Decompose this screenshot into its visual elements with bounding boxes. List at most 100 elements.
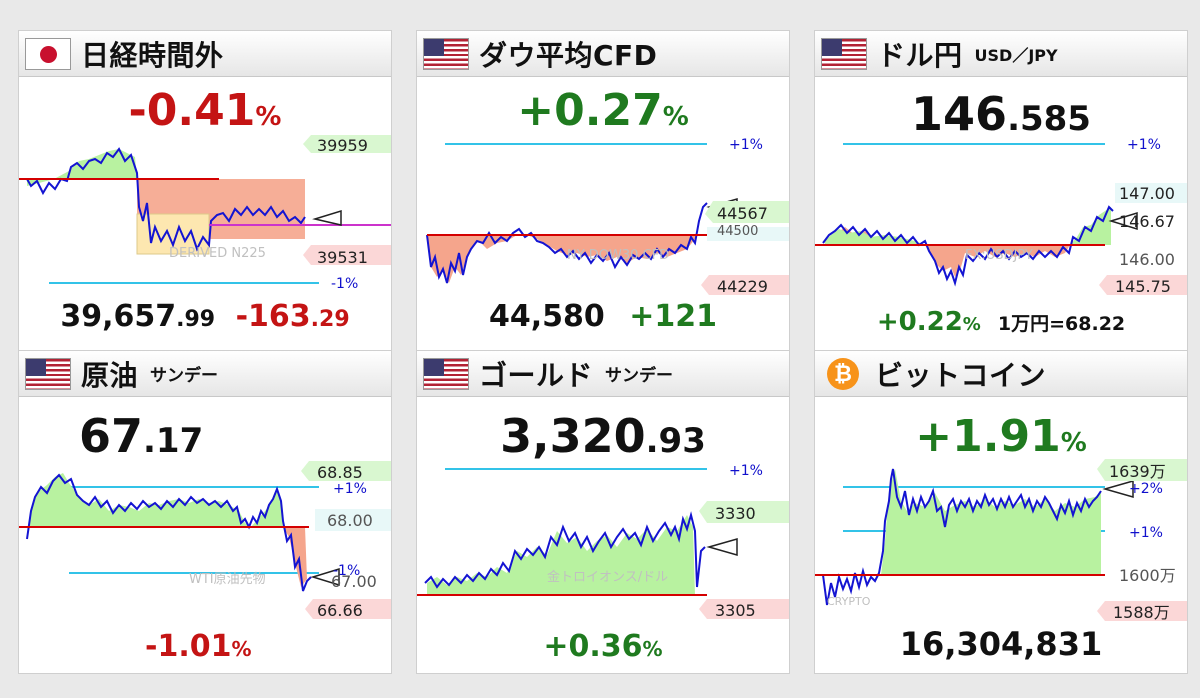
panel-title: ゴールド [479,358,594,392]
panel-gold[interactable]: ゴールド サンデー 3,320.93 +1% 3330 3305 金トロイオンス… [416,350,790,674]
area-up [881,469,1101,575]
change-percent: -1.01% [145,629,252,664]
top-label-bg [699,501,789,523]
chart-usdjpy: +1% 147.00 146.67 146.00 145.75 FX:USDJP… [815,137,1187,296]
mid-label-bg [315,509,391,531]
price: 3,320.93 [500,409,706,463]
price-line [26,473,312,592]
price-line [426,202,708,284]
top-label-bg [301,461,391,481]
chart-dow: +1% 44500 44567 44229 NY DOW30 CFD [426,137,789,296]
area-up-right [1070,207,1111,245]
change-percent: +0.27% [517,85,689,136]
price-row: 44,580 +121 [489,299,717,334]
watermark: FX:USDJPY [965,248,1033,263]
price-row: +0.22% 1万円=68.22 [876,307,1126,337]
us-flag-icon [423,37,469,70]
label-147: 147.00 [1119,184,1175,203]
area-up-2 [251,489,283,527]
panel-oil[interactable]: 原油 サンデー 67.17 68.85 +1% 68.00 -1% 67.00 … [18,350,392,674]
change-percent: +1.91% [915,411,1087,462]
label-bottom: 3305 [715,601,756,620]
watermark: NY DOW30 CFD [567,248,669,263]
label-146: 146.00 [1119,250,1175,269]
current-marker-icon [1102,480,1134,498]
change-percent: +0.36% [543,629,663,664]
price: 146.585 [911,87,1091,141]
panel-title: 原油 [81,358,139,392]
top-label-bg [705,201,789,223]
chart-btc: 1639万 +2% +1% 1600万 1588万 CRYPTO [815,459,1187,622]
area-up [29,473,251,527]
panel-title: 日経時間外 [81,38,224,72]
label-under: 67.00 [331,572,377,591]
panel-header: ₿ ビットコイン [815,351,1187,397]
price-line [822,205,1114,287]
label-top: 68.85 [317,463,363,482]
label-mid: 1600万 [1119,566,1176,585]
price-row: 39,657.99 -163.29 [60,299,350,334]
current-marker-icon [310,567,340,587]
label-minus1: -1% [333,563,360,579]
label-146-67: 146.67 [1119,212,1175,231]
area-up [427,515,695,595]
panel-header: 日経時間外 [19,31,391,77]
label-top: 39959 [317,136,368,155]
bottom-label-bg [699,599,789,619]
label-bottom: 44229 [717,277,768,296]
area-up-left [825,229,925,245]
watermark: 金トロイオンス/ドル [547,569,668,585]
label-mid: 68.00 [327,511,373,530]
watermark: CRYPTO [827,595,871,608]
us-flag-icon [423,357,469,390]
chart-nikkei: 39959 39531 -1% DERIVED N225 [19,135,391,292]
label-top: 3330 [715,504,756,523]
l1-bg [1115,183,1187,203]
bottom-label-bg [303,245,391,265]
label-bottom: 39531 [317,248,368,267]
change-percent: -0.41% [128,85,282,136]
price: 67.17 [79,409,204,463]
label-top: 1639万 [1109,462,1166,481]
label-minus1: -1% [331,276,358,292]
label-bottom: 66.66 [317,601,363,620]
panel-usdjpy[interactable]: ドル円 USD／JPY 146.585 +1% 147.00 146.67 14… [814,30,1188,354]
current-marker-icon [706,538,738,556]
panel-header: ダウ平均CFD [417,31,789,77]
panel-header: 原油 サンデー [19,351,391,397]
panel-nikkei[interactable]: 日経時間外 -0.41% 39959 39531 -1% DERIVED N22… [18,30,392,354]
label-plus1: +1% [1127,137,1161,153]
panel-header: ゴールド サンデー [417,351,789,397]
panel-title: ビットコイン [875,358,1047,392]
price-line [26,147,306,252]
panel-title: ダウ平均CFD [479,38,658,72]
watermark: WTI原油先物 [189,572,266,587]
under-label-bg [707,227,789,241]
price-line [424,511,706,589]
panel-title: ドル円 [877,38,963,72]
panel-header: ドル円 USD／JPY [815,31,1187,77]
bottom-label-bg [701,275,789,295]
japan-flag-icon [25,37,71,70]
area-down [427,235,697,283]
panel-subtitle: サンデー [150,366,219,386]
bottom-label-bg [1097,601,1187,621]
bottom-label-bg [305,599,391,619]
panel-dow[interactable]: ダウ平均CFD +0.27% +1% 44500 44567 44229 NY … [416,30,790,354]
panel-btc[interactable]: ₿ ビットコイン +1.91% 1639万 +2% +1% 1600万 1588… [814,350,1188,674]
bottom-label-bg [1099,275,1187,295]
us-flag-icon [821,37,867,70]
us-flag-icon [25,357,71,390]
label-145-75: 145.75 [1115,277,1171,296]
label-plus1: +1% [333,481,367,497]
panel-subtitle: USD／JPY [974,45,1058,65]
label-top-under: 44500 [717,224,758,239]
chart-oil: 68.85 +1% 68.00 -1% 67.00 66.66 WTI原油先物 [19,461,391,620]
top-label-bg [1097,459,1187,481]
chart-gold: +1% 3330 3305 金トロイオンス/ドル [417,463,789,620]
bitcoin-icon: ₿ [827,357,859,390]
label-plus2: +2% [1129,481,1163,497]
price-line [822,468,1102,606]
top-label-bg [303,135,391,153]
label-plus1: +1% [729,137,763,153]
